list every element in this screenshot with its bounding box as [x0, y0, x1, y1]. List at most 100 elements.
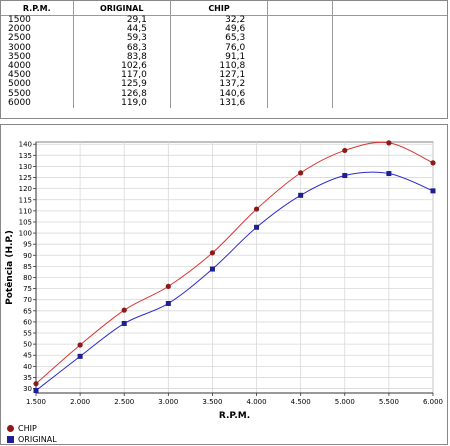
y-tick-label: 65 [23, 307, 32, 315]
cell-empty [332, 16, 447, 26]
table-row: 4000 102,6 110,8 [1, 61, 447, 72]
y-tick-label: 125 [19, 174, 32, 182]
series-line-original [35, 171, 434, 391]
cell-empty [332, 53, 447, 62]
table-body: 1500 29,1 32,2 2000 44,5 49,6 2500 59,3 65,3 3000… [1, 15, 447, 108]
cell-empty [332, 99, 447, 108]
cell-original: 44,5 [126, 24, 147, 35]
chart-panel: 30 35 40 45 50 55 60 65 70 75 80 85 90 95 100 105 110 115… [0, 124, 448, 445]
data-point-chip [298, 170, 304, 176]
table-row: 6000 119,0 131,6 [1, 97, 447, 108]
table-row: 3000 68,3 76,0 [1, 42, 447, 53]
data-point-original [386, 171, 392, 177]
y-tick-label: 45 [23, 352, 32, 360]
data-point-chip [165, 283, 171, 289]
x-tick-label: 5.000 [335, 398, 355, 406]
cell-chip: 127,1 [219, 70, 246, 81]
cell-chip: 110,8 [219, 61, 246, 72]
data-point-original [298, 192, 304, 198]
table-row: 4500 117,0 127,1 [1, 70, 447, 81]
legend: CHIP ORIGINAL [7, 423, 57, 445]
y-axis-title: Potência (H.P.) [4, 230, 15, 305]
data-point-original [165, 300, 171, 306]
table-row: 2000 44,5 49,6 [1, 24, 447, 35]
y-tick-label: 135 [19, 152, 32, 160]
data-point-original [430, 188, 436, 194]
cell-chip: 91,1 [225, 51, 246, 62]
cell-empty [267, 80, 333, 90]
x-axis-title: R.P.M. [219, 411, 250, 421]
data-table: R.P.M. ORIGINAL CHIP 1500 29,1 32,2 2000 44,… [1, 1, 447, 108]
cell-empty [267, 98, 333, 108]
y-tick-label: 85 [23, 263, 32, 271]
data-point-chip [209, 250, 216, 256]
cell-chip: 49,6 [225, 24, 246, 35]
series-line-chip [35, 141, 434, 385]
cell-chip: 137,2 [219, 79, 246, 90]
cell-original: 126,8 [121, 88, 147, 99]
data-point-chip [33, 381, 39, 387]
x-tick-label: 3.000 [158, 398, 178, 406]
y-tick-label: 40 [23, 363, 32, 371]
cell-original: 59,3 [126, 33, 147, 44]
cell-empty [267, 15, 333, 26]
y-tick-label: 35 [23, 374, 32, 382]
chip-marker-icon [7, 425, 14, 432]
legend-label-chip: CHIP [18, 424, 37, 433]
data-point-original [342, 173, 348, 179]
cell-rpm: 4000 [8, 61, 31, 72]
header-empty-1 [267, 1, 333, 16]
cell-rpm: 5500 [8, 88, 31, 99]
cell-empty [267, 61, 333, 72]
data-point-chip [253, 206, 260, 212]
cell-empty [332, 34, 447, 43]
cell-rpm: 4500 [8, 70, 31, 81]
grid [35, 141, 434, 394]
data-point-original [33, 388, 39, 394]
header-rpm: R.P.M. [1, 1, 74, 16]
data-point-original [254, 224, 260, 230]
data-point-original [121, 320, 127, 326]
cell-empty [267, 89, 333, 99]
x-tick-label: 4.500 [291, 398, 311, 406]
cell-empty [267, 43, 333, 53]
x-tick-label: 2.500 [114, 398, 134, 406]
y-tick-label: 120 [19, 185, 32, 193]
data-point-chip [386, 140, 392, 146]
header-original: ORIGINAL [73, 1, 171, 16]
header-chip: CHIP [170, 1, 269, 16]
x-tick-label: 2.000 [70, 398, 90, 406]
cell-rpm: 2500 [8, 33, 31, 44]
x-tick-label: 6.000 [423, 398, 443, 406]
cell-rpm: 3000 [8, 42, 31, 53]
x-tick-label: 5.500 [379, 398, 399, 406]
data-point-chip [342, 147, 348, 154]
y-tick-label: 75 [23, 285, 32, 293]
cell-empty [267, 34, 333, 44]
cell-rpm: 3500 [8, 51, 31, 62]
y-tick-label: 70 [23, 296, 32, 304]
cell-chip: 76,0 [225, 42, 246, 53]
x-tick-label: 1.500 [26, 398, 46, 406]
y-tick-label: 80 [23, 274, 32, 282]
data-point-original [209, 266, 215, 272]
table-header-row: R.P.M. ORIGINAL CHIP [1, 1, 447, 16]
cell-rpm: 1500 [8, 15, 31, 26]
y-tick-label: 50 [23, 341, 32, 349]
x-tick-label: 4.000 [247, 398, 267, 406]
y-tick-label: 130 [19, 163, 32, 171]
legend-label-original: ORIGINAL [18, 435, 57, 444]
y-tick-label: 115 [19, 196, 32, 204]
power-chart: 30 35 40 45 50 55 60 65 70 75 80 85 90 95 100 105 110 115… [4, 140, 443, 421]
legend-item-original: ORIGINAL [7, 434, 57, 445]
table-row: 3500 83,8 91,1 [1, 51, 447, 62]
cell-original: 83,8 [126, 51, 147, 62]
cell-empty [332, 44, 447, 53]
cell-empty [332, 62, 447, 71]
cell-empty [332, 25, 447, 34]
cell-original: 119,0 [121, 97, 147, 108]
table-row: 5000 125,9 137,2 [1, 79, 447, 90]
x-tick-label: 3.500 [202, 398, 222, 406]
cell-rpm: 5000 [8, 79, 31, 90]
cell-empty [332, 90, 447, 99]
